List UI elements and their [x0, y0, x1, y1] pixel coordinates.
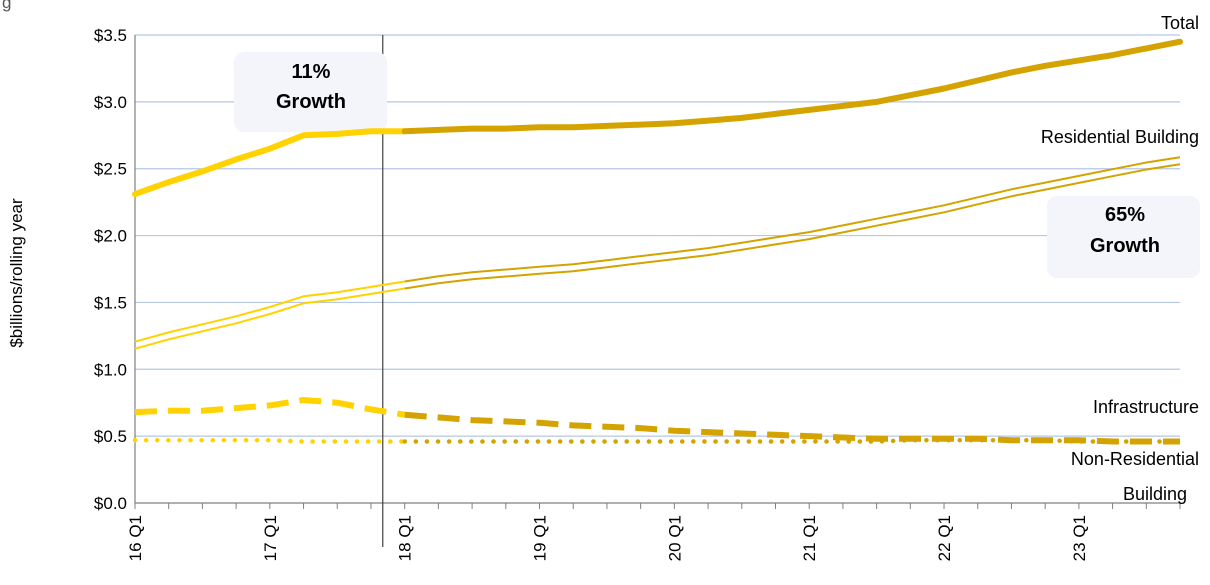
series-line-residential-building	[404, 163, 1181, 290]
x-tick-label: 21 Q1	[800, 515, 819, 561]
x-tick-label: 22 Q1	[935, 515, 954, 561]
series-line-residential-building	[404, 156, 1181, 283]
series-label-infrastructure: Infrastructure	[1093, 397, 1199, 417]
y-axis-title: $billions/rolling year	[7, 198, 26, 348]
axes: $0.0 $0.5 $1.0 $1.5 $2.0 $2.5 $3.0 $3.5 16 Q1 17 …	[94, 26, 1181, 561]
series-labels: Total Residential Building Infrastructur…	[1041, 13, 1199, 504]
y-tick-label: $0.5	[94, 427, 127, 446]
growth-annotation-2-label: Growth	[1090, 235, 1160, 257]
growth-annotation-box-2	[1047, 196, 1200, 278]
y-tick-label: $1.0	[94, 360, 127, 379]
x-tick-label: 17 Q1	[261, 515, 280, 561]
x-tick-label: 20 Q1	[665, 515, 684, 561]
series-line-infrastructure	[404, 411, 1180, 445]
series-line-non-residential-building	[132, 437, 407, 444]
series-line-total	[132, 128, 408, 198]
growth-annotation-box-1	[234, 52, 387, 132]
series-label-residential-building: Residential Building	[1041, 127, 1199, 147]
top-caption: g	[2, 0, 11, 12]
growth-annotations: 11% Growth 65% Growth	[234, 52, 1200, 278]
y-tick-label: $0.0	[94, 494, 127, 513]
y-tick-label: $2.0	[94, 227, 127, 246]
series-label-non-residential: Non-Residential	[1071, 449, 1199, 469]
growth-annotation-1-label: Growth	[276, 91, 346, 113]
y-tick-label: $2.5	[94, 160, 127, 179]
growth-annotation-2-percent: 65%	[1105, 204, 1145, 226]
series-line-non-residential-building	[402, 437, 1183, 444]
y-tick-label: $1.5	[94, 293, 127, 312]
growth-annotation-1-percent: 11%	[292, 61, 331, 83]
y-tick-label: $3.5	[94, 26, 127, 45]
y-tick-label: $3.0	[94, 93, 127, 112]
x-tick-label: 16 Q1	[126, 515, 145, 561]
series-label-building: Building	[1123, 484, 1187, 504]
series-line-residential-building	[134, 287, 405, 350]
x-tick-label: 23 Q1	[1070, 515, 1089, 561]
series-line-residential-building	[134, 280, 405, 343]
series-label-total: Total	[1161, 13, 1199, 33]
x-tick-label: 18 Q1	[396, 515, 415, 561]
series-line-infrastructure	[134, 397, 406, 418]
x-tick-label: 19 Q1	[531, 515, 550, 561]
series-lines	[132, 38, 1183, 445]
series-line-total	[401, 38, 1183, 135]
